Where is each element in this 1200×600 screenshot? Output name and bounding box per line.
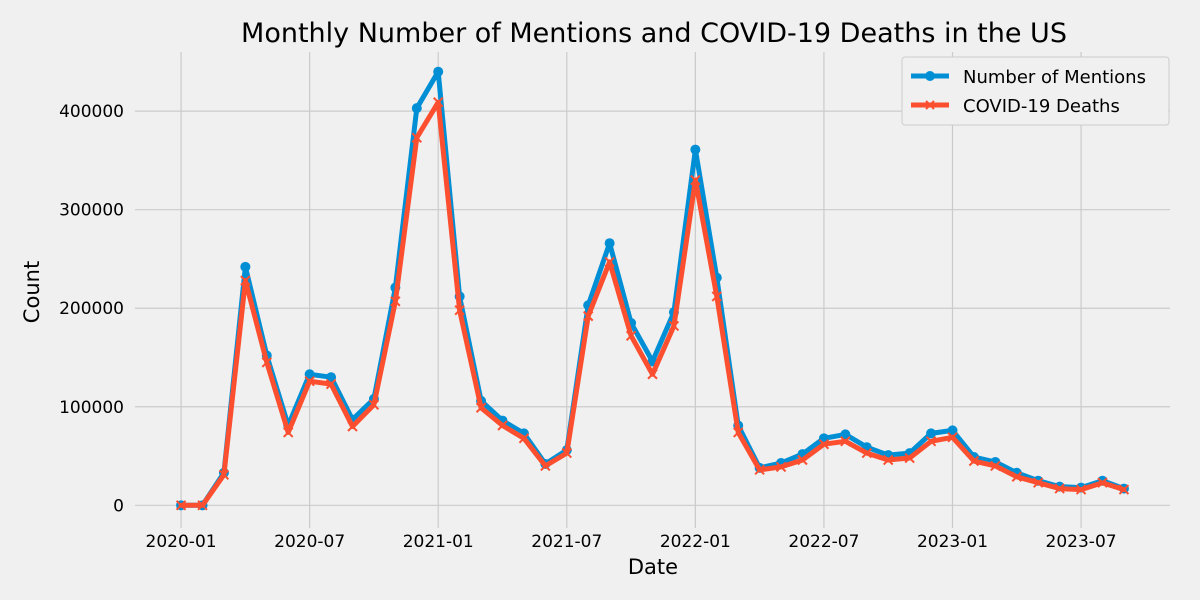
data-point (968, 455, 980, 467)
x-tick-label: 2020-07 (274, 532, 345, 552)
series-1 (175, 97, 1130, 511)
data-point (797, 454, 808, 466)
y-tick-label: 200000 (59, 299, 124, 319)
x-tick-label: 2020-01 (146, 532, 217, 552)
data-point (540, 460, 551, 472)
data-point (1118, 484, 1130, 495)
grid (135, 52, 1170, 528)
data-point (711, 291, 722, 302)
legend-box (901, 56, 1170, 126)
data-point (840, 436, 851, 447)
x-tick-label: 2023-07 (1046, 532, 1117, 552)
legend-marker-mentions (925, 71, 935, 81)
x-axis-ticks: 2020-01 2020-07 2021-01 2021-07 2022-01 2022-… (146, 532, 1117, 552)
y-tick-label: 400000 (59, 102, 124, 122)
data-point (818, 439, 830, 450)
x-tick-label: 2021-07 (531, 532, 602, 552)
y-axis-label: Count (20, 261, 44, 323)
data-point (433, 66, 444, 77)
y-tick-label: 100000 (59, 398, 124, 418)
data-point (668, 320, 680, 332)
data-point (175, 500, 187, 511)
data-point (197, 500, 208, 511)
legend-entry-deaths: COVID-19 Deaths (911, 96, 1120, 117)
data-point (733, 427, 744, 438)
data-point (475, 402, 487, 413)
data-point (325, 378, 337, 390)
data-point (583, 310, 594, 322)
series-0 (176, 66, 1129, 511)
y-axis-ticks: 0 100000 200000 300000 400000 (59, 102, 124, 516)
series-line (178, 69, 1127, 508)
data-point (690, 144, 701, 155)
data-point (240, 275, 251, 286)
data-point (947, 425, 958, 436)
legend-entry-mentions: Number of Mentions (911, 67, 1146, 88)
data-point (326, 372, 337, 383)
data-point (904, 452, 915, 464)
data-point (497, 420, 508, 431)
data-point (304, 375, 315, 387)
data-point (947, 432, 958, 443)
data-point (840, 429, 851, 440)
data-point (411, 132, 422, 143)
y-tick-label: 300000 (59, 201, 124, 221)
data-point (690, 174, 701, 186)
x-axis-label: Date (628, 555, 678, 579)
series-lines (175, 66, 1130, 511)
data-point (390, 296, 401, 307)
data-point (883, 454, 894, 466)
data-point (625, 330, 637, 342)
legend: Number of Mentions COVID-19 Deaths (901, 56, 1170, 126)
data-point (775, 461, 787, 473)
data-point (411, 103, 422, 114)
data-point (926, 428, 937, 439)
data-point (518, 433, 530, 444)
data-point (1033, 477, 1044, 488)
data-point (647, 369, 658, 380)
x-tick-label: 2023-01 (917, 532, 988, 552)
data-point (283, 427, 294, 438)
x-tick-label: 2022-07 (788, 532, 859, 552)
data-point (754, 464, 765, 476)
data-point (1097, 477, 1108, 488)
data-point (604, 256, 615, 268)
data-point (261, 357, 272, 368)
data-point (1075, 484, 1087, 495)
data-point (433, 97, 444, 108)
data-point (990, 460, 1001, 472)
data-point (240, 261, 251, 272)
data-point (561, 447, 572, 459)
data-point (1011, 471, 1022, 482)
x-tick-label: 2022-01 (660, 532, 731, 552)
data-point (925, 436, 937, 447)
legend-marker-deaths (925, 100, 935, 110)
data-point (304, 369, 315, 380)
data-point (1054, 483, 1065, 494)
legend-label-mentions: Number of Mentions (963, 67, 1146, 88)
chart-title: Monthly Number of Mentions and COVID-19 … (241, 18, 1067, 49)
data-point (347, 421, 358, 432)
data-point (861, 447, 872, 459)
x-tick-label: 2021-01 (403, 532, 474, 552)
data-point (218, 469, 230, 480)
series-line (178, 99, 1127, 508)
y-tick-label: 0 (113, 496, 124, 516)
data-point (454, 304, 465, 316)
data-point (368, 399, 380, 411)
data-point (604, 238, 615, 249)
legend-label-deaths: COVID-19 Deaths (963, 96, 1120, 117)
